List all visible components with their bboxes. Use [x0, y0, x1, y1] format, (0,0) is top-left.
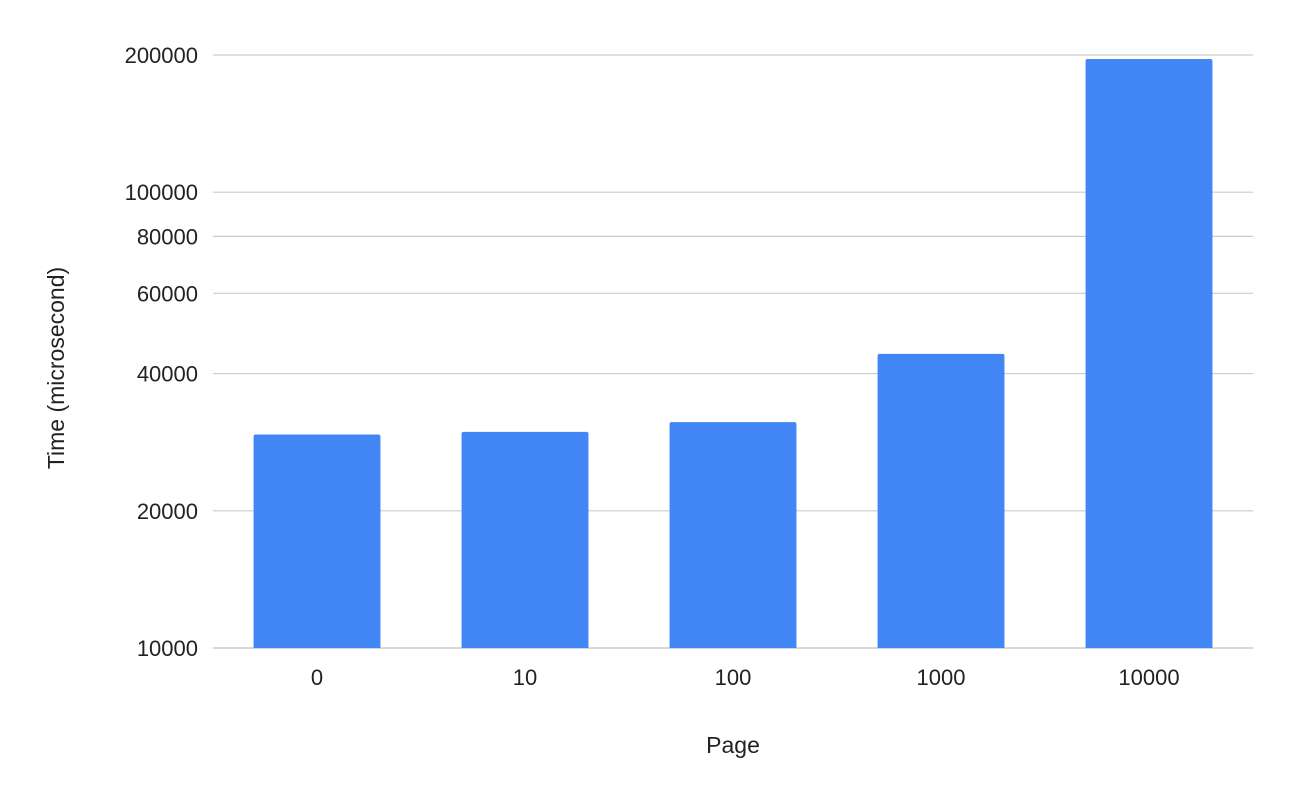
y-tick-label: 40000: [137, 362, 198, 387]
y-axis-ticks: 10000 20000 40000 60000 80000 100000 200000: [125, 43, 198, 661]
y-tick-label: 20000: [137, 499, 198, 524]
x-tick-label: 0: [311, 665, 323, 690]
gridlines: [213, 54, 1253, 649]
x-tick-label: 1000: [917, 665, 966, 690]
y-tick-label: 10000: [137, 636, 198, 661]
y-tick-label: 200000: [125, 43, 198, 68]
y-tick-label: 100000: [125, 180, 198, 205]
y-tick-label: 60000: [137, 281, 198, 306]
x-tick-label: 10000: [1118, 665, 1179, 690]
bar-10000: [1085, 58, 1213, 649]
x-axis-title: Page: [706, 732, 760, 758]
x-tick-label: 100: [715, 665, 752, 690]
bar-0: [253, 434, 381, 648]
bar-10: [461, 431, 589, 648]
y-tick-label: 80000: [137, 224, 198, 249]
y-axis-title: Time (microsecond): [43, 267, 69, 469]
bar-100: [669, 422, 797, 648]
x-axis-ticks: 0 10 100 1000 10000: [311, 665, 1180, 690]
bars: [253, 58, 1213, 649]
bar-1000: [877, 353, 1005, 648]
x-tick-label: 10: [513, 665, 537, 690]
